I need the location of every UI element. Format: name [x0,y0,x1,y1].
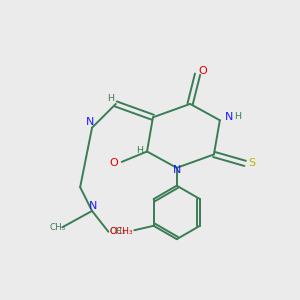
Text: N: N [225,112,233,122]
Text: S: S [248,158,255,168]
Text: CH₃: CH₃ [109,227,125,236]
Text: H: H [136,146,143,154]
Text: N: N [85,117,94,128]
Text: N: N [172,165,181,175]
Text: O: O [199,66,207,76]
Text: CH₃: CH₃ [50,223,66,232]
Text: O: O [109,158,118,168]
Text: N: N [89,201,98,211]
Text: H: H [234,112,241,121]
Text: H: H [107,94,114,103]
Text: OCH₃: OCH₃ [110,226,134,236]
